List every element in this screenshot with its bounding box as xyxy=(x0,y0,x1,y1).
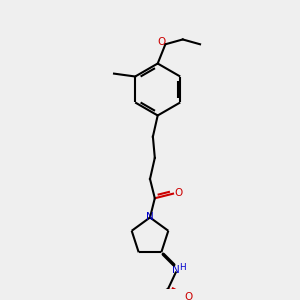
Text: N: N xyxy=(172,265,180,275)
Text: O: O xyxy=(184,292,192,300)
Text: O: O xyxy=(175,188,183,198)
Text: H: H xyxy=(179,263,186,272)
Text: N: N xyxy=(146,212,154,223)
Text: O: O xyxy=(158,37,166,47)
